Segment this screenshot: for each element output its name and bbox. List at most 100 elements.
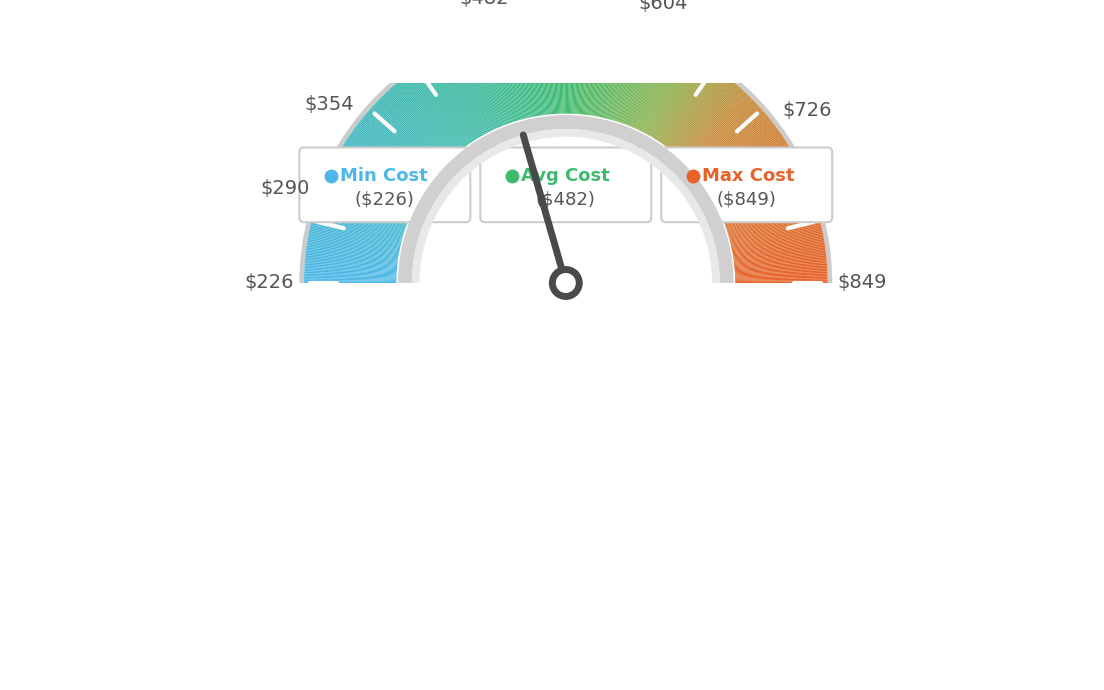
- Wedge shape: [554, 21, 560, 114]
- Text: ($849): ($849): [716, 191, 777, 209]
- Wedge shape: [608, 30, 633, 119]
- Wedge shape: [704, 133, 782, 187]
- Wedge shape: [585, 23, 597, 115]
- Wedge shape: [729, 212, 818, 238]
- Wedge shape: [374, 104, 443, 168]
- Wedge shape: [666, 71, 721, 146]
- Wedge shape: [413, 69, 468, 146]
- Wedge shape: [531, 23, 544, 115]
- Wedge shape: [429, 59, 479, 138]
- Wedge shape: [732, 233, 822, 251]
- Wedge shape: [305, 266, 396, 273]
- Wedge shape: [710, 146, 789, 195]
- Wedge shape: [713, 155, 795, 201]
- Wedge shape: [649, 55, 697, 136]
- Wedge shape: [645, 51, 689, 134]
- Wedge shape: [507, 28, 529, 118]
- Wedge shape: [700, 123, 774, 180]
- Wedge shape: [676, 83, 736, 155]
- Wedge shape: [670, 76, 728, 150]
- Wedge shape: [314, 213, 403, 239]
- Wedge shape: [560, 21, 563, 114]
- Wedge shape: [573, 21, 578, 114]
- Wedge shape: [424, 62, 475, 141]
- Wedge shape: [574, 21, 581, 114]
- Wedge shape: [533, 23, 545, 115]
- Wedge shape: [565, 21, 567, 114]
- Wedge shape: [709, 141, 787, 193]
- Wedge shape: [662, 68, 716, 145]
- Wedge shape: [342, 146, 422, 195]
- Wedge shape: [304, 273, 396, 277]
- Wedge shape: [713, 152, 794, 199]
- Wedge shape: [581, 22, 591, 115]
- Wedge shape: [735, 271, 827, 277]
- Wedge shape: [393, 86, 455, 156]
- Wedge shape: [620, 35, 651, 123]
- Wedge shape: [506, 28, 528, 118]
- Wedge shape: [661, 66, 714, 144]
- Wedge shape: [693, 111, 764, 172]
- Wedge shape: [306, 252, 397, 264]
- Wedge shape: [733, 246, 825, 259]
- Wedge shape: [716, 164, 799, 207]
- Wedge shape: [397, 81, 458, 153]
- Wedge shape: [733, 242, 825, 257]
- Wedge shape: [305, 268, 396, 275]
- Wedge shape: [378, 100, 445, 166]
- Wedge shape: [726, 202, 815, 232]
- Wedge shape: [317, 202, 405, 232]
- Wedge shape: [543, 22, 552, 115]
- Wedge shape: [307, 240, 399, 257]
- Wedge shape: [656, 61, 707, 140]
- Text: ($482): ($482): [535, 191, 596, 209]
- Wedge shape: [466, 40, 502, 126]
- Wedge shape: [623, 36, 655, 124]
- Wedge shape: [577, 22, 585, 114]
- Wedge shape: [728, 207, 817, 235]
- Wedge shape: [312, 216, 402, 241]
- Wedge shape: [457, 44, 497, 129]
- Wedge shape: [696, 115, 767, 175]
- Wedge shape: [346, 140, 424, 191]
- Wedge shape: [723, 186, 810, 221]
- Wedge shape: [582, 22, 592, 115]
- Wedge shape: [734, 253, 826, 265]
- Wedge shape: [634, 43, 672, 128]
- Wedge shape: [395, 83, 456, 155]
- Wedge shape: [365, 114, 437, 174]
- Wedge shape: [734, 248, 826, 262]
- Wedge shape: [425, 61, 476, 140]
- Wedge shape: [659, 65, 712, 142]
- Wedge shape: [707, 137, 784, 190]
- Wedge shape: [317, 201, 405, 230]
- Wedge shape: [623, 37, 656, 124]
- Wedge shape: [638, 46, 679, 130]
- Wedge shape: [347, 139, 425, 190]
- Wedge shape: [308, 239, 399, 255]
- Wedge shape: [561, 21, 564, 114]
- Wedge shape: [666, 72, 722, 147]
- Wedge shape: [320, 191, 407, 225]
- Wedge shape: [343, 144, 422, 194]
- Wedge shape: [594, 25, 612, 116]
- Wedge shape: [359, 121, 433, 179]
- Wedge shape: [584, 23, 595, 115]
- Wedge shape: [670, 77, 729, 150]
- Wedge shape: [718, 167, 802, 209]
- Wedge shape: [491, 32, 519, 121]
- Wedge shape: [595, 26, 613, 117]
- Wedge shape: [396, 82, 457, 154]
- Wedge shape: [435, 55, 482, 136]
- Wedge shape: [694, 112, 765, 173]
- Wedge shape: [675, 82, 735, 154]
- Wedge shape: [352, 130, 428, 185]
- Wedge shape: [614, 32, 643, 121]
- Wedge shape: [725, 195, 813, 226]
- Wedge shape: [308, 237, 399, 255]
- Wedge shape: [335, 160, 416, 204]
- Wedge shape: [307, 242, 399, 257]
- Wedge shape: [304, 279, 396, 282]
- Wedge shape: [735, 279, 828, 282]
- Wedge shape: [673, 81, 734, 153]
